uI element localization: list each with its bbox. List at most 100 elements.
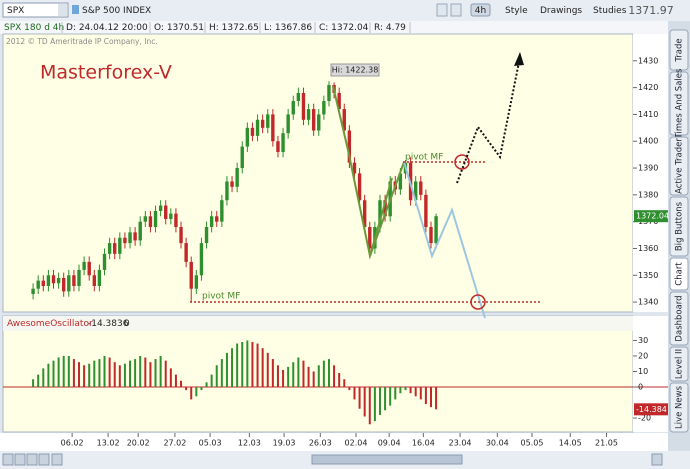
candle-body	[383, 200, 387, 217]
candle-body	[179, 227, 183, 244]
x-tick-label: 21.05	[595, 439, 618, 448]
drawings-menu[interactable]: Drawings	[540, 6, 582, 16]
symbol: SPX	[7, 6, 24, 16]
oscillator-bar	[389, 387, 392, 406]
y-tick-label: 10	[638, 367, 648, 376]
oscillator-bar	[195, 387, 198, 397]
oscillator-bar	[414, 387, 417, 397]
oscillator-chart: -200102030AwesomeOscillator-14.38360-14.…	[3, 319, 668, 425]
candle-body	[199, 243, 204, 276]
candle-body	[31, 288, 35, 295]
oscillator-bar	[123, 363, 126, 387]
watermark: 2012 © TD Ameritrade IP Company, Inc.	[6, 37, 158, 46]
scroll-left[interactable]	[51, 453, 63, 466]
candle-body	[123, 237, 127, 244]
oscillator-bar	[246, 340, 249, 387]
candle-body	[306, 109, 311, 120]
oscillator-bar	[327, 359, 330, 387]
studies-menu[interactable]: Studies	[593, 6, 627, 16]
oscillator-bar	[338, 373, 341, 387]
oscillator-bar	[88, 363, 91, 387]
candle-body	[41, 280, 45, 286]
oscillator-bar	[317, 365, 320, 387]
x-tick-label: 12.03	[238, 439, 261, 448]
oscillator-bar	[144, 357, 147, 387]
candle-body	[429, 227, 433, 244]
zoom-button[interactable]	[14, 453, 26, 466]
info-field: L: 1367.86	[264, 23, 312, 33]
x-tick-label: 02.04	[345, 439, 368, 448]
price-chart: 1340135013601370138013901400141014201430…	[6, 37, 669, 448]
tab[interactable]	[669, 136, 689, 196]
symbol-input[interactable]	[2, 2, 69, 18]
zoom-button[interactable]	[2, 453, 14, 466]
hi-box	[330, 63, 380, 77]
pivot-label: pivot MF	[405, 153, 443, 163]
timeframe-button[interactable]	[470, 3, 491, 17]
candle-body	[260, 119, 265, 128]
candle-body	[92, 275, 97, 286]
candle-body	[240, 146, 244, 169]
chart-title: Masterforex-V	[40, 62, 172, 84]
scroll-thumb[interactable]	[311, 454, 463, 465]
y-tick-label: 1380	[638, 190, 658, 199]
tab[interactable]	[669, 291, 689, 346]
tab[interactable]	[669, 196, 689, 257]
oscillator-bar	[83, 365, 86, 387]
scroll-right[interactable]	[651, 453, 663, 466]
icon-button[interactable]	[436, 3, 448, 17]
oscillator-header	[3, 316, 633, 331]
oscillator-bar	[287, 366, 290, 387]
candle-body	[148, 216, 153, 228]
tab-label: Chart	[675, 262, 685, 286]
tab[interactable]	[669, 346, 689, 382]
candle-body	[204, 227, 209, 244]
oscillator-bar	[373, 387, 376, 422]
candle-body	[413, 181, 418, 201]
candle-body	[46, 275, 51, 286]
candle-body	[434, 216, 438, 244]
oscillator-bar	[271, 359, 274, 387]
oscillator-bar	[384, 387, 387, 411]
drawings	[190, 52, 540, 319]
oscillator-bar	[297, 357, 300, 387]
candle-body	[189, 261, 193, 289]
oscillator-bar	[404, 387, 407, 391]
last-price-label: 1372.04	[636, 212, 669, 221]
candle-body	[72, 275, 76, 286]
tab[interactable]	[669, 71, 689, 136]
oscillator-bar	[251, 342, 254, 387]
y-tick-label: 30	[638, 336, 648, 345]
tab[interactable]	[669, 382, 689, 433]
tab[interactable]	[669, 29, 689, 71]
y-tick-label: 1400	[638, 137, 658, 146]
oscillator-bar	[312, 371, 315, 387]
candle-body	[291, 101, 295, 115]
oscillator-bar	[72, 359, 75, 387]
oscillator-bar	[190, 387, 193, 400]
y-tick-label: 0	[638, 383, 643, 392]
oscillator-bar	[333, 365, 336, 387]
oscillator-bar	[62, 355, 65, 387]
timeframe: 4h	[475, 6, 486, 16]
zoom-button[interactable]	[38, 453, 50, 466]
info-field: C: 1372.04	[319, 23, 369, 33]
x-tick-label: 30.04	[486, 439, 509, 448]
candle-body	[56, 277, 61, 284]
dropdown[interactable]	[58, 4, 67, 16]
tab-label: Times And Sales	[675, 68, 685, 139]
zoom-button[interactable]	[26, 453, 38, 466]
candle-body	[158, 205, 163, 211]
oscillator-bar	[353, 387, 356, 400]
style-menu[interactable]: Style	[505, 6, 528, 16]
icon-button[interactable]	[450, 3, 462, 17]
x-tick-label: 16.04	[412, 439, 435, 448]
oscillator-bar	[57, 357, 60, 387]
tab[interactable]	[669, 257, 689, 291]
y-tick-label: 1430	[638, 56, 658, 65]
candle-body	[102, 253, 107, 270]
oscillator-bar	[231, 348, 234, 387]
candle-body	[250, 127, 255, 136]
oscillator-bar	[215, 365, 218, 387]
candle-body	[143, 216, 148, 222]
